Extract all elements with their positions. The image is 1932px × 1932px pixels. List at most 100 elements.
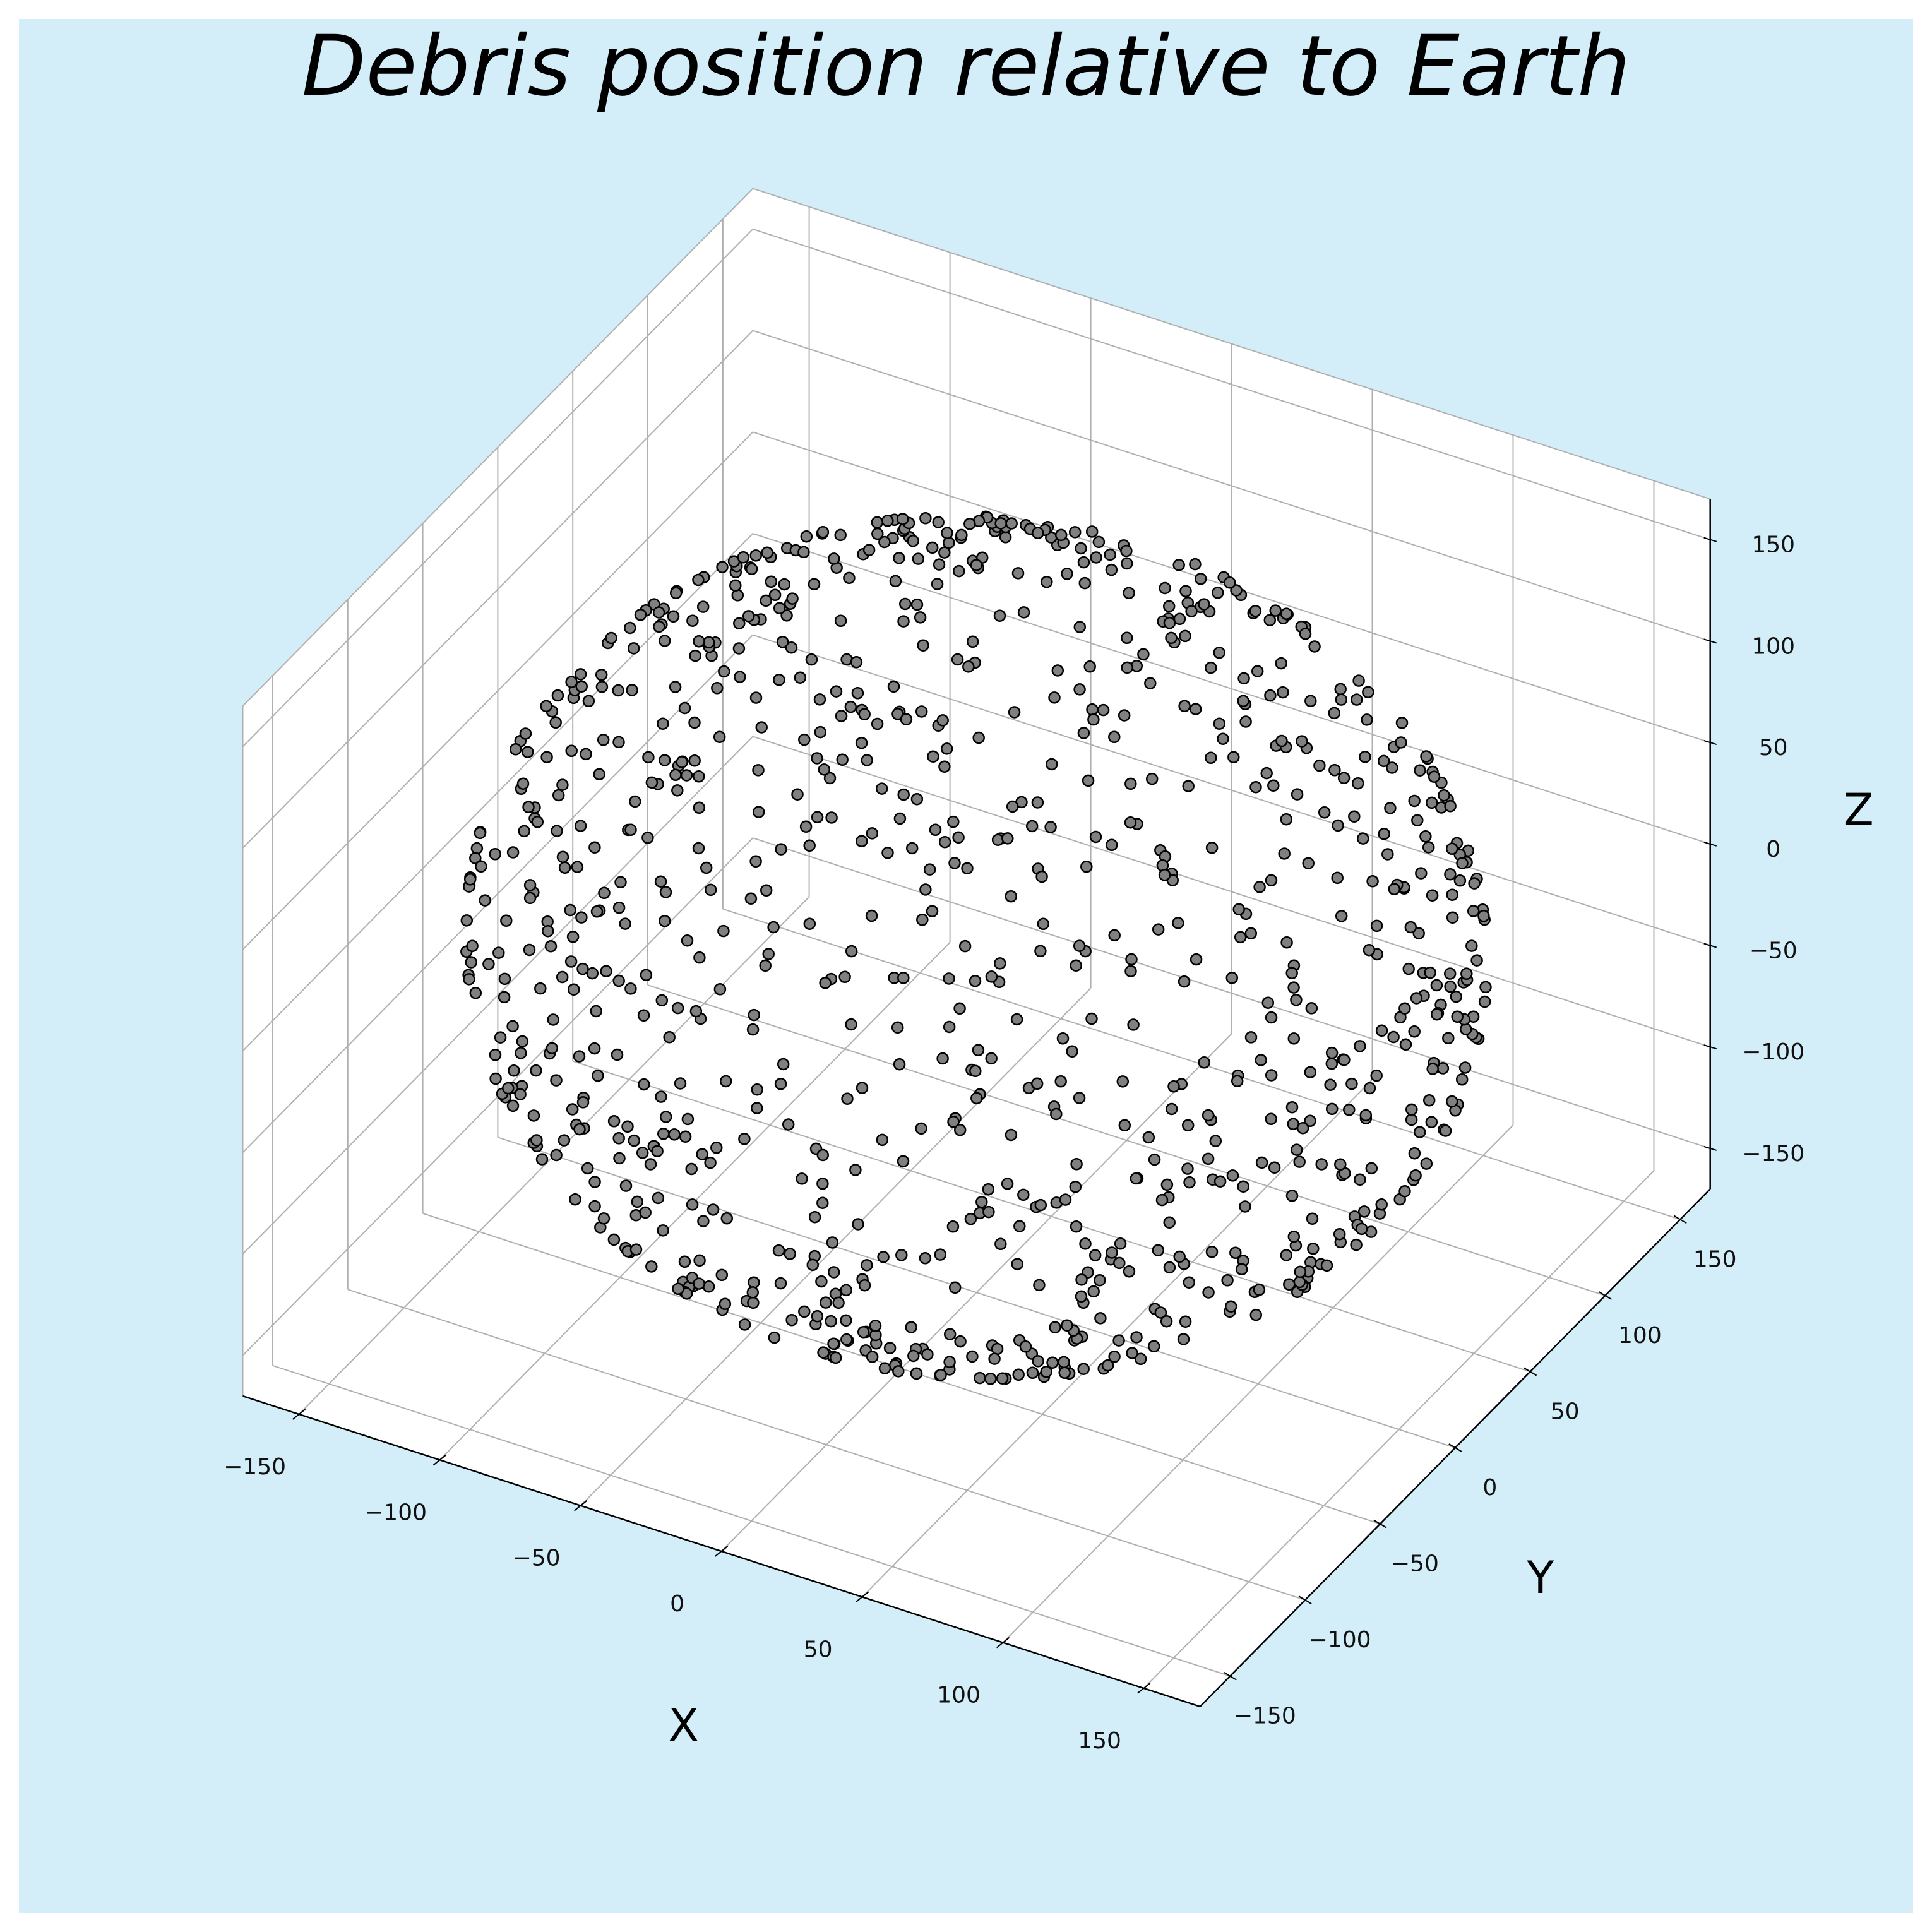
- chart-title: Debris position relative to Earth: [302, 18, 1630, 115]
- debris-point: [818, 527, 828, 537]
- debris-point: [640, 1207, 651, 1218]
- debris-point: [1000, 532, 1011, 542]
- debris-point: [867, 1352, 878, 1363]
- debris-point: [814, 694, 825, 705]
- debris-point: [1410, 1170, 1421, 1181]
- debris-point: [594, 769, 605, 780]
- debris-point: [1339, 1054, 1349, 1065]
- debris-point: [1246, 928, 1256, 939]
- debris-point: [1205, 662, 1216, 673]
- debris-point: [906, 1322, 917, 1333]
- debris-point: [1109, 732, 1119, 742]
- debris-point: [1075, 684, 1085, 695]
- debris-point: [752, 1084, 763, 1095]
- debris-point: [519, 826, 530, 837]
- debris-point: [675, 1078, 686, 1089]
- debris-point: [1161, 1316, 1172, 1327]
- debris-point: [933, 517, 944, 528]
- debris-point: [1076, 1291, 1087, 1302]
- debris-point: [1445, 969, 1455, 979]
- debris-point: [653, 621, 664, 632]
- x-tick-label: 100: [937, 1683, 981, 1708]
- debris-point: [1172, 917, 1183, 928]
- debris-point: [553, 790, 564, 801]
- debris-point: [1351, 695, 1362, 705]
- debris-point: [466, 957, 477, 968]
- debris-point: [599, 1213, 609, 1224]
- debris-point: [1306, 1003, 1317, 1013]
- debris-point: [1289, 1033, 1299, 1044]
- debris-point: [657, 995, 667, 1006]
- debris-point: [578, 963, 588, 974]
- debris-point: [1046, 822, 1056, 833]
- debris-point: [1070, 527, 1080, 537]
- debris-point: [989, 1354, 1000, 1364]
- debris-point: [694, 952, 705, 963]
- debris-point: [743, 611, 754, 621]
- debris-point: [1309, 641, 1320, 652]
- debris-point: [1291, 994, 1301, 1005]
- debris-point: [1289, 982, 1299, 993]
- debris-point: [722, 1213, 732, 1224]
- debris-point: [1013, 568, 1023, 578]
- debris-point: [1076, 543, 1087, 554]
- debris-point: [1184, 1177, 1195, 1188]
- z-tick-label: −50: [1750, 938, 1798, 964]
- debris-point: [1406, 1114, 1417, 1125]
- debris-point: [1400, 1039, 1411, 1050]
- debris-point: [1265, 690, 1275, 701]
- z-tick-label: 0: [1766, 837, 1780, 862]
- debris-point: [645, 1159, 656, 1170]
- debris-point: [1191, 954, 1202, 965]
- debris-point: [1364, 945, 1374, 955]
- debris-point: [1227, 1170, 1238, 1181]
- debris-point: [1254, 1284, 1265, 1295]
- debris-point: [591, 1006, 602, 1017]
- debris-point: [590, 1201, 600, 1212]
- debris-point: [1250, 605, 1261, 616]
- debris-point: [575, 669, 586, 679]
- z-axis-label: Z: [1844, 784, 1874, 836]
- debris-point: [798, 547, 809, 558]
- debris-point: [551, 1150, 562, 1160]
- debris-point: [1426, 797, 1437, 808]
- debris-point: [907, 843, 917, 854]
- debris-point: [524, 945, 535, 955]
- debris-point: [596, 669, 607, 680]
- debris-point: [1186, 606, 1197, 617]
- debris-point: [542, 752, 552, 763]
- debris-point: [1071, 1159, 1082, 1169]
- debris-point: [1050, 1322, 1061, 1333]
- debris-point: [1032, 528, 1043, 539]
- debris-point: [1205, 753, 1216, 763]
- debris-point: [774, 603, 785, 614]
- debris-point: [1443, 1033, 1453, 1044]
- debris-point: [655, 876, 666, 887]
- debris-point: [1153, 924, 1164, 935]
- debris-point: [467, 941, 478, 951]
- debris-point: [1429, 772, 1440, 782]
- debris-point: [566, 746, 577, 756]
- debris-point: [1006, 891, 1017, 902]
- debris-point: [660, 1112, 671, 1123]
- debris-point: [1409, 1148, 1420, 1159]
- debris-point: [1321, 1260, 1332, 1271]
- debris-point: [631, 1244, 641, 1255]
- debris-point: [1455, 875, 1465, 886]
- debris-point: [1445, 869, 1455, 880]
- debris-point: [682, 935, 693, 946]
- debris-point: [995, 1239, 1006, 1249]
- debris-point: [1080, 578, 1090, 588]
- debris-point: [673, 1284, 684, 1294]
- debris-point: [872, 517, 883, 528]
- debris-point: [1061, 1320, 1072, 1331]
- debris-point: [920, 1253, 931, 1263]
- debris-point: [1119, 710, 1130, 721]
- debris-point: [932, 579, 943, 590]
- debris-point: [1076, 1274, 1087, 1285]
- debris-point: [1179, 701, 1190, 712]
- debris-point: [1287, 1102, 1297, 1112]
- debris-point: [1386, 763, 1397, 773]
- debris-point: [1067, 1046, 1078, 1057]
